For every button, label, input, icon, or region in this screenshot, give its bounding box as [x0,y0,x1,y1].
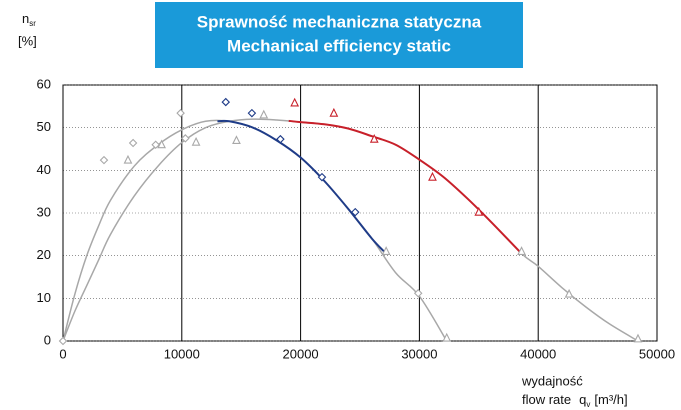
y-axis-label: nsr [22,11,36,28]
diamond-marker [350,207,360,217]
chart-title: Mechanical efficiency static [227,36,451,55]
diamond-marker [128,138,138,148]
y-tick-label: 30 [37,204,51,219]
triangle-marker [564,288,574,298]
x-tick-label: 10000 [164,346,200,361]
triangle-marker [232,135,241,145]
triangle-marker [381,246,391,255]
diamond-marker [151,140,160,150]
x-axis-label: wydajność [521,373,583,388]
x-symbol: q [579,392,586,407]
diamond-marker [99,155,109,165]
y-tick-label: 20 [37,247,51,262]
x-tick-label: 40000 [520,346,556,361]
curve [217,119,387,255]
curve [288,119,523,255]
x-tick-label: 30000 [401,346,437,361]
x-unit: [m³/h] [594,392,627,407]
triangle-marker [369,133,379,143]
y-axis-unit: [%] [18,33,37,48]
chart-title: Sprawność mechaniczna statyczna [197,12,482,31]
diamond-marker [221,97,231,107]
x-text: flow rate [522,392,571,407]
triangle-marker [633,333,643,343]
diamond-marker [176,108,185,118]
x-axis-label: flow rate qv [m³/h] [522,392,628,409]
y-subscript: sr [29,19,36,28]
diamond-marker [247,108,257,118]
y-tick-label: 50 [37,119,51,134]
triangle-marker [259,109,269,119]
diamond-marker [181,134,190,143]
y-tick-label: 0 [44,332,51,347]
triangle-marker [428,171,437,181]
triangle-marker [329,107,339,117]
triangle-marker [157,139,166,149]
diamond-marker [317,172,327,182]
triangle-marker [474,206,484,216]
diamond-marker [58,336,68,346]
triangle-marker [123,154,133,164]
x-subscript: v [586,400,590,409]
diamond-marker [276,134,285,144]
y-tick-label: 10 [37,290,51,305]
diamond-marker [413,288,423,298]
y-tick-label: 40 [37,162,51,177]
x-tick-label: 50000 [639,346,675,361]
triangle-marker [191,136,201,146]
triangle-marker [442,332,452,342]
x-tick-label: 20000 [283,346,319,361]
triangle-marker [517,246,526,255]
title-box [155,2,523,68]
curve [62,119,448,342]
y-symbol: n [22,11,29,26]
triangle-marker [290,97,300,107]
y-tick-label: 60 [37,76,51,91]
x-tick-label: 0 [59,346,66,361]
